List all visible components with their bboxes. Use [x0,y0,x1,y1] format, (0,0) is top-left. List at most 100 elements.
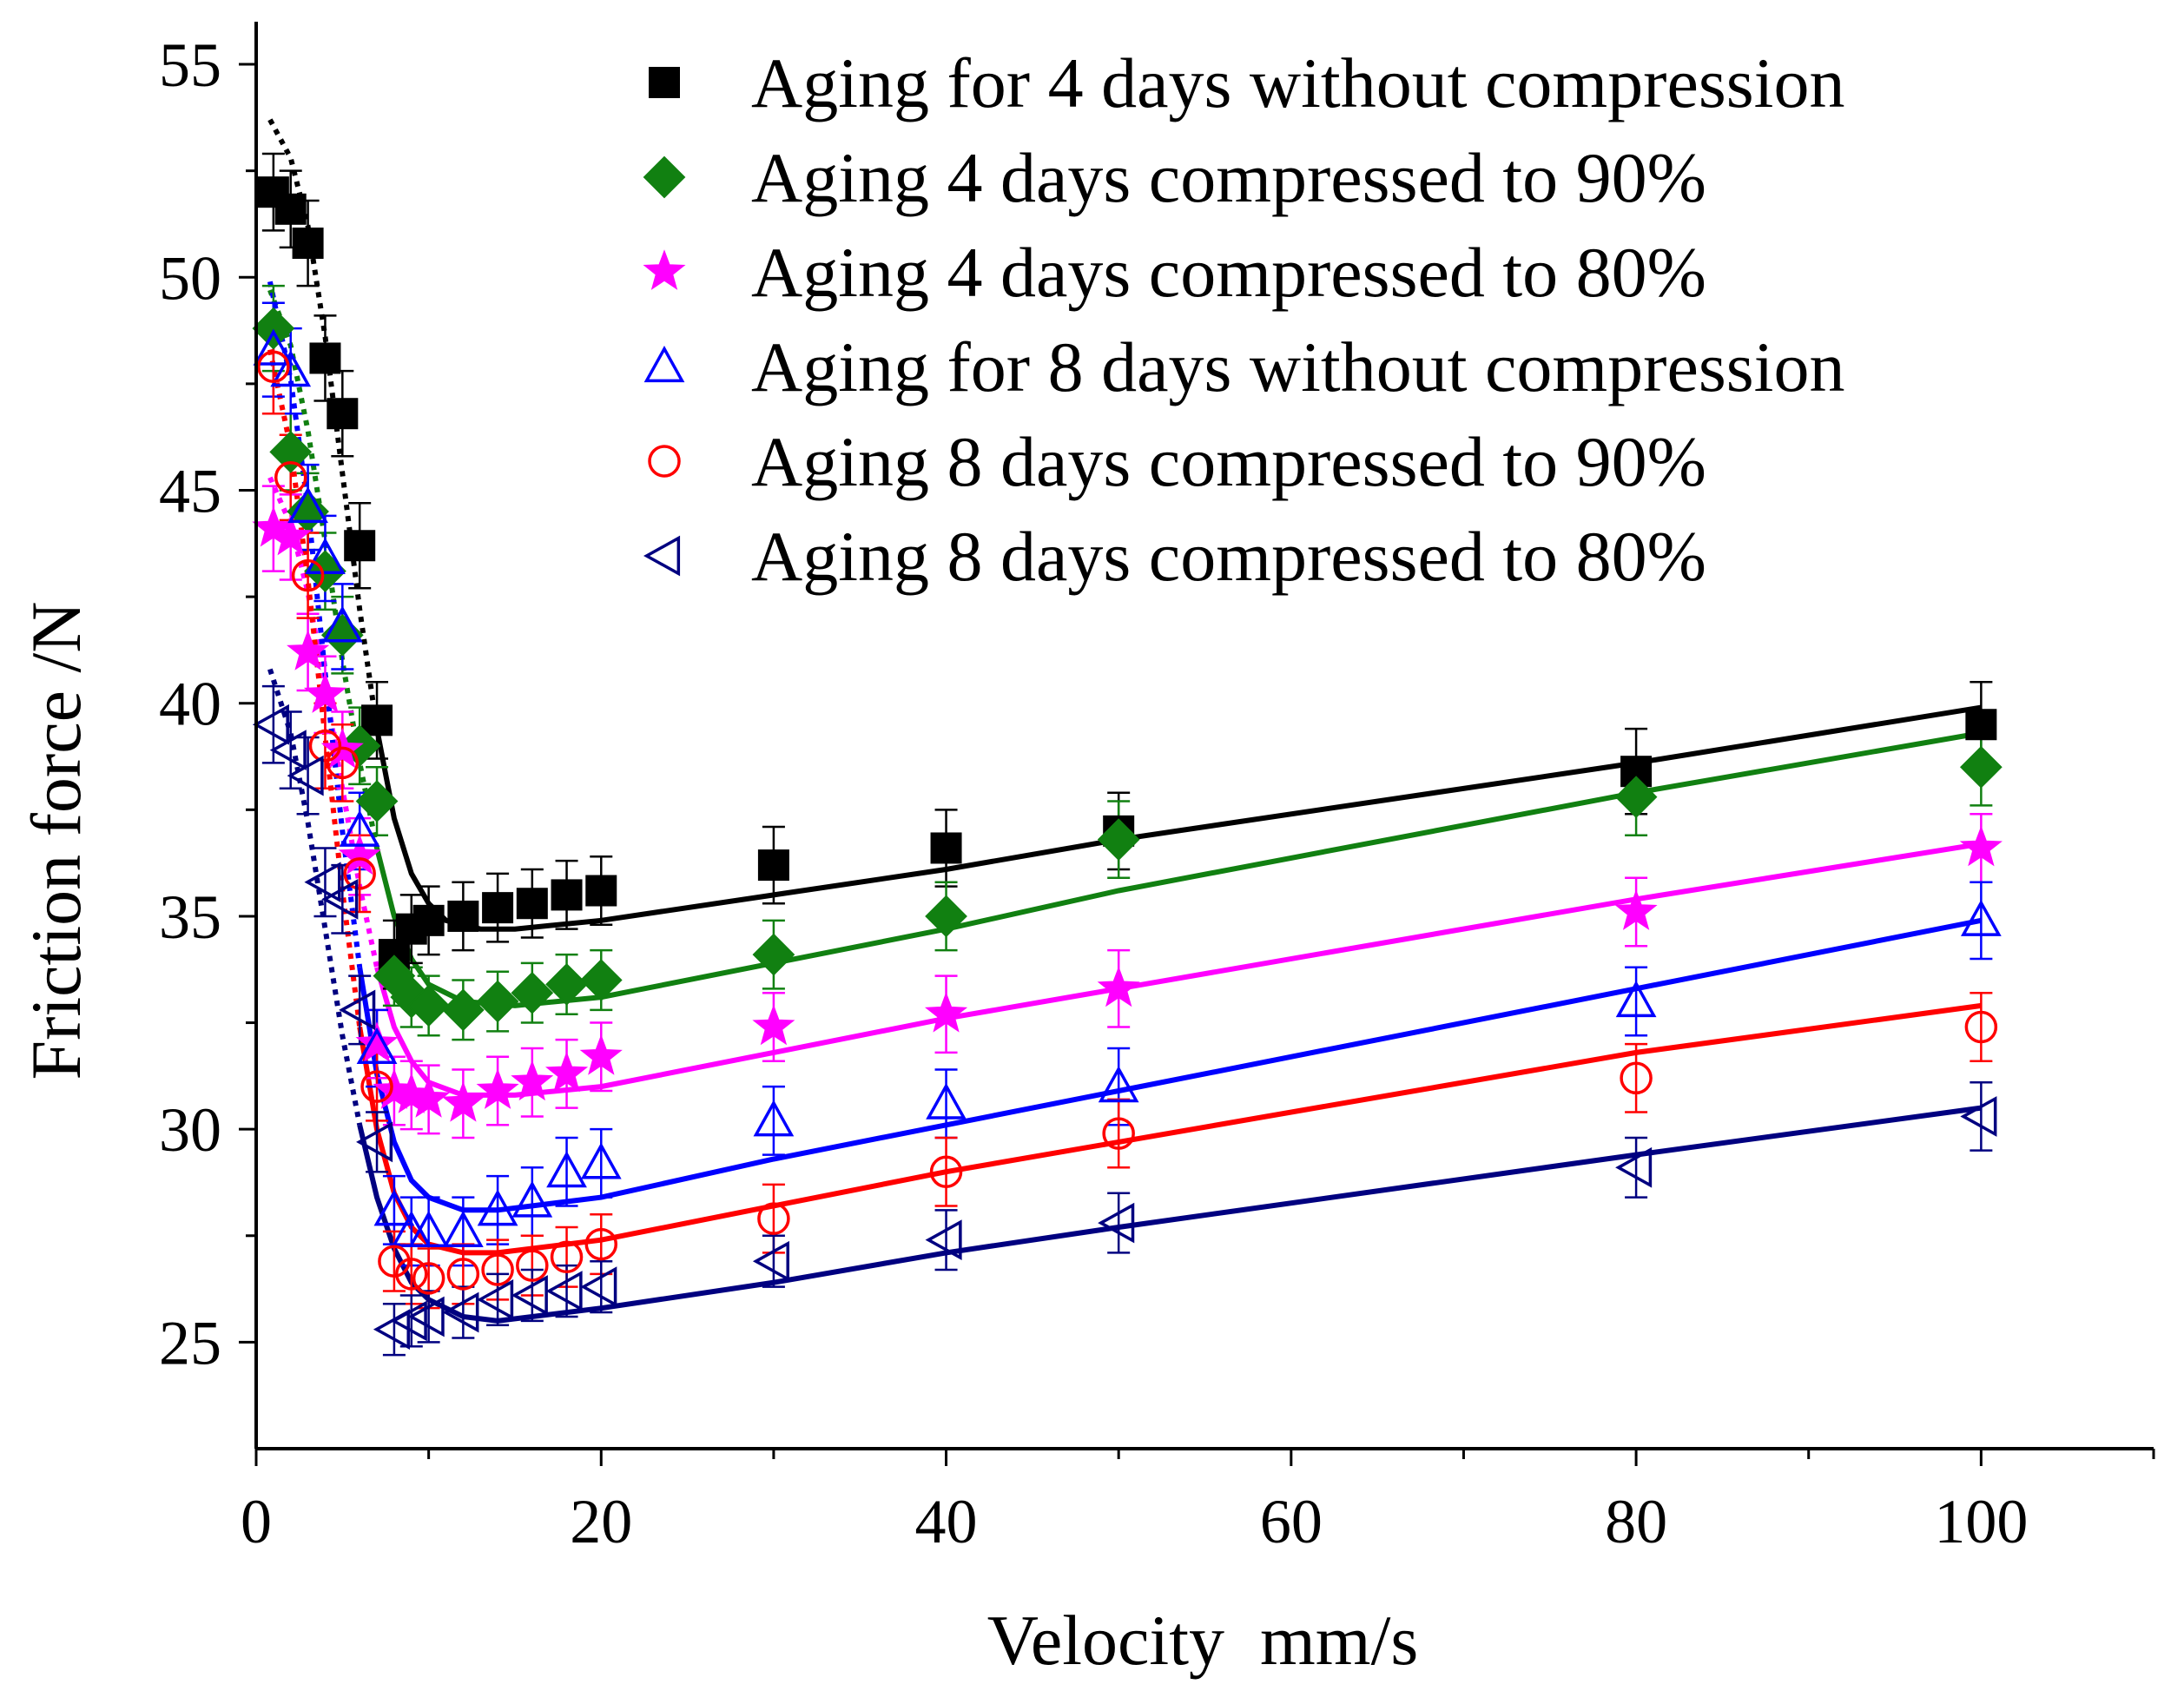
legend-marker [643,249,686,290]
data-point [327,398,359,430]
data-point [579,1034,623,1075]
x-axis-title: Velocity mm/s [987,1601,1419,1680]
fit-curve-solid [374,730,1982,1008]
data-point [511,1180,553,1218]
x-tick-label: 0 [241,1487,272,1556]
data-point [924,991,968,1033]
data-point [1959,825,2003,867]
data-point [550,1240,584,1274]
legend-label: Aging 4 days compressed to 80% [751,233,1706,312]
data-point [274,461,307,494]
data-point [303,672,347,713]
data-point [343,857,376,890]
data-point [407,1077,451,1118]
data-point [441,1080,485,1122]
data-point [274,193,307,225]
data-point [1097,966,1140,1007]
data-point [360,1070,393,1103]
data-point [477,1278,514,1320]
data-point [516,888,548,920]
data-point [355,1021,399,1062]
data-point [252,307,295,350]
data-point [545,963,588,1006]
y-tick-label: 40 [159,670,221,739]
data-point [339,809,380,847]
x-tick-label: 100 [1934,1487,2028,1556]
data-point [511,1275,548,1316]
fit-curve-solid [374,704,1982,932]
data-point [585,875,617,907]
data-point [355,780,399,822]
data-point [1964,1010,1998,1044]
data-point [925,895,967,938]
data-point [407,984,451,1027]
data-point [1102,1117,1135,1150]
data-point [1959,745,2003,789]
legend-label: Aging 8 days compressed to 90% [751,422,1706,501]
data-point [291,558,325,592]
data-point [270,350,312,387]
data-point [257,350,290,384]
data-point [1098,1202,1135,1244]
data-point [511,971,554,1014]
data-point [395,1258,428,1291]
data-point [305,537,346,575]
data-point [309,342,341,374]
legend-label: Aging 4 days compressed to 90% [751,138,1706,217]
data-point [338,834,381,875]
y-axis-title: Friction force /N [16,601,96,1080]
legend-label: Aging for 4 days without compression [751,43,1844,122]
data-point [378,1245,411,1278]
x-tick-label: 20 [570,1487,632,1556]
legend-marker [643,535,681,577]
data-point [356,1121,393,1163]
data-point [321,878,359,920]
data-point [344,530,376,562]
data-point [442,1210,484,1247]
data-point [551,879,583,911]
data-point [580,1266,617,1308]
legend-label: Aging for 8 days without compression [751,327,1844,406]
data-point [1097,818,1140,862]
data-point [441,988,485,1032]
data-point [752,933,795,976]
legend-marker [643,345,685,383]
data-point [752,1240,789,1282]
data-point [930,832,962,864]
data-point [356,1027,398,1065]
data-point [308,730,342,763]
data-point [287,486,328,524]
data-point [304,862,341,903]
tick-labels: 0 20 40 60 80 100 25 30 35 40 45 50 55 [159,30,2028,1556]
data-point [477,1189,518,1226]
legend-label: Aging 8 days compressed to 80% [751,517,1706,596]
data-point [1615,1146,1653,1188]
data-point [252,703,289,745]
data-point [412,904,445,936]
data-point [1960,899,2002,936]
axes [239,22,2155,1466]
data-point [929,1155,963,1188]
data-point [544,1051,589,1093]
data-point [925,1219,962,1261]
data-point [412,1262,445,1295]
data-point [1098,1066,1139,1103]
data-point [269,430,313,473]
data-point [1614,776,1658,818]
data-point [442,1291,479,1333]
data-point [407,1296,445,1338]
data-point [545,1271,583,1311]
fit-curve-dotted [267,348,363,1027]
fit-curve-solid [374,841,1982,1098]
x-tick-label: 60 [1260,1487,1323,1556]
data-point [361,704,393,737]
legend: Aging for 4 days without compression Agin… [643,43,1844,596]
data-point [287,630,330,670]
data-point [339,989,376,1031]
data-points [252,176,2003,1351]
data-point [1965,709,1997,741]
data-point [752,1004,795,1046]
data-point [253,328,294,366]
